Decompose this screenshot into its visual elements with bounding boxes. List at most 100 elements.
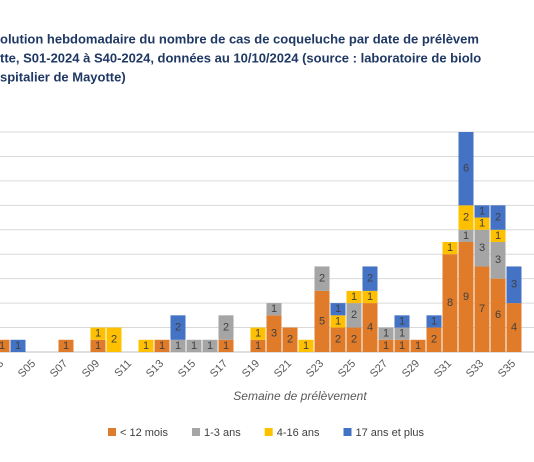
legend-label: 17 ans et plus [356, 427, 425, 439]
bar-segment [106, 327, 122, 352]
bar-segment [218, 339, 234, 352]
bar-segment [362, 303, 378, 352]
x-tick-label: S19 [240, 358, 262, 380]
data-label: 1 [479, 218, 485, 230]
data-label: 2 [335, 334, 341, 346]
x-tick-label: S11 [112, 358, 134, 380]
bar-segment [506, 303, 522, 352]
bar-segment [346, 327, 362, 352]
data-label: 2 [463, 211, 469, 223]
data-label: 1 [495, 230, 501, 242]
data-label: 2 [287, 334, 293, 346]
x-tick-label: S25 [336, 358, 358, 380]
bar-segment [474, 205, 490, 218]
data-label: 3 [479, 242, 485, 254]
x-tick-label: S21 [272, 358, 294, 380]
bar-segment [362, 290, 378, 304]
bar-segment [394, 327, 410, 340]
legend-swatch [108, 428, 116, 436]
bar-segment [474, 266, 490, 352]
bar-segment [394, 315, 410, 328]
data-label: 1 [447, 242, 453, 254]
bar-segment [298, 339, 314, 352]
bar-segment [154, 339, 170, 352]
data-label: 1 [335, 303, 341, 315]
bar-segment [138, 339, 154, 352]
bar-segment [458, 242, 474, 352]
data-label: 1 [399, 328, 405, 340]
data-label: 9 [463, 291, 469, 303]
legend-swatch [343, 428, 352, 436]
data-label: 7 [479, 303, 485, 315]
x-tick-label: S09 [80, 358, 102, 380]
data-label: 2 [175, 321, 181, 333]
data-label: 1 [0, 340, 5, 352]
bar-segment [458, 205, 474, 230]
data-label: 3 [271, 328, 277, 340]
data-label: 3 [511, 279, 517, 291]
bar-segment [362, 266, 378, 291]
bar-segment [442, 242, 458, 255]
data-label: 1 [143, 340, 149, 352]
bar-segment [170, 339, 186, 352]
data-label: 1 [223, 340, 229, 352]
data-label: 1 [95, 328, 101, 340]
bar-segment [490, 278, 506, 352]
x-tick-label: S07 [48, 358, 70, 380]
data-label: 8 [447, 297, 453, 309]
bar-segment [186, 339, 202, 352]
data-label: 1 [159, 340, 165, 352]
data-label: 6 [495, 309, 501, 321]
bar-segment [266, 315, 282, 352]
x-tick-label: S33 [464, 358, 486, 380]
bar-segment [394, 339, 410, 352]
chart-title: olution hebdomadaire du nombre de cas de… [0, 31, 479, 46]
bar-segment [202, 339, 218, 352]
data-label: 1 [335, 315, 341, 327]
x-tick-label: S35 [496, 358, 518, 380]
data-label: 2 [111, 334, 117, 346]
bar-segment [314, 266, 330, 291]
bar-segment [490, 242, 506, 279]
data-label: 1 [383, 340, 389, 352]
data-label: 1 [255, 340, 261, 352]
data-label: 1 [95, 340, 101, 352]
data-label: 1 [175, 340, 181, 352]
data-label: 1 [383, 328, 389, 340]
data-label: 1 [63, 340, 69, 352]
bar-segment [0, 339, 10, 352]
bar-segment [458, 229, 474, 242]
data-label: 2 [367, 273, 373, 285]
legend-swatch [192, 428, 200, 436]
legend-label: < 12 mois [120, 427, 168, 439]
bar-segment [170, 315, 186, 340]
bar-segment [378, 339, 394, 352]
x-tick-label: S23 [304, 358, 326, 380]
x-tick-label: S17 [208, 358, 230, 380]
bar-segment [330, 315, 346, 328]
bar-segment [426, 315, 442, 328]
data-label: 1 [367, 291, 373, 303]
legend-label: 1-3 ans [204, 427, 241, 439]
bar-segment [330, 327, 346, 352]
bar-segment [474, 229, 490, 267]
data-label: 2 [223, 321, 229, 333]
bar-segment [58, 339, 74, 352]
bar-segment [490, 205, 506, 230]
bar-segment [90, 339, 106, 352]
data-label: 1 [191, 340, 197, 352]
bar-segment [346, 290, 362, 304]
data-label: 2 [431, 334, 437, 346]
data-label: 1 [351, 291, 357, 303]
data-label: 4 [367, 321, 373, 333]
bar-segment [506, 266, 522, 304]
bar-segment [458, 132, 474, 206]
bar-segment [10, 339, 26, 352]
data-label: 4 [511, 321, 517, 333]
x-tick-label: S03 [0, 358, 6, 380]
x-tick-label: S31 [432, 358, 454, 380]
bar-segment [490, 229, 506, 242]
chart-title: spitalier de Mayotte) [0, 69, 126, 84]
data-label: 1 [255, 328, 261, 340]
